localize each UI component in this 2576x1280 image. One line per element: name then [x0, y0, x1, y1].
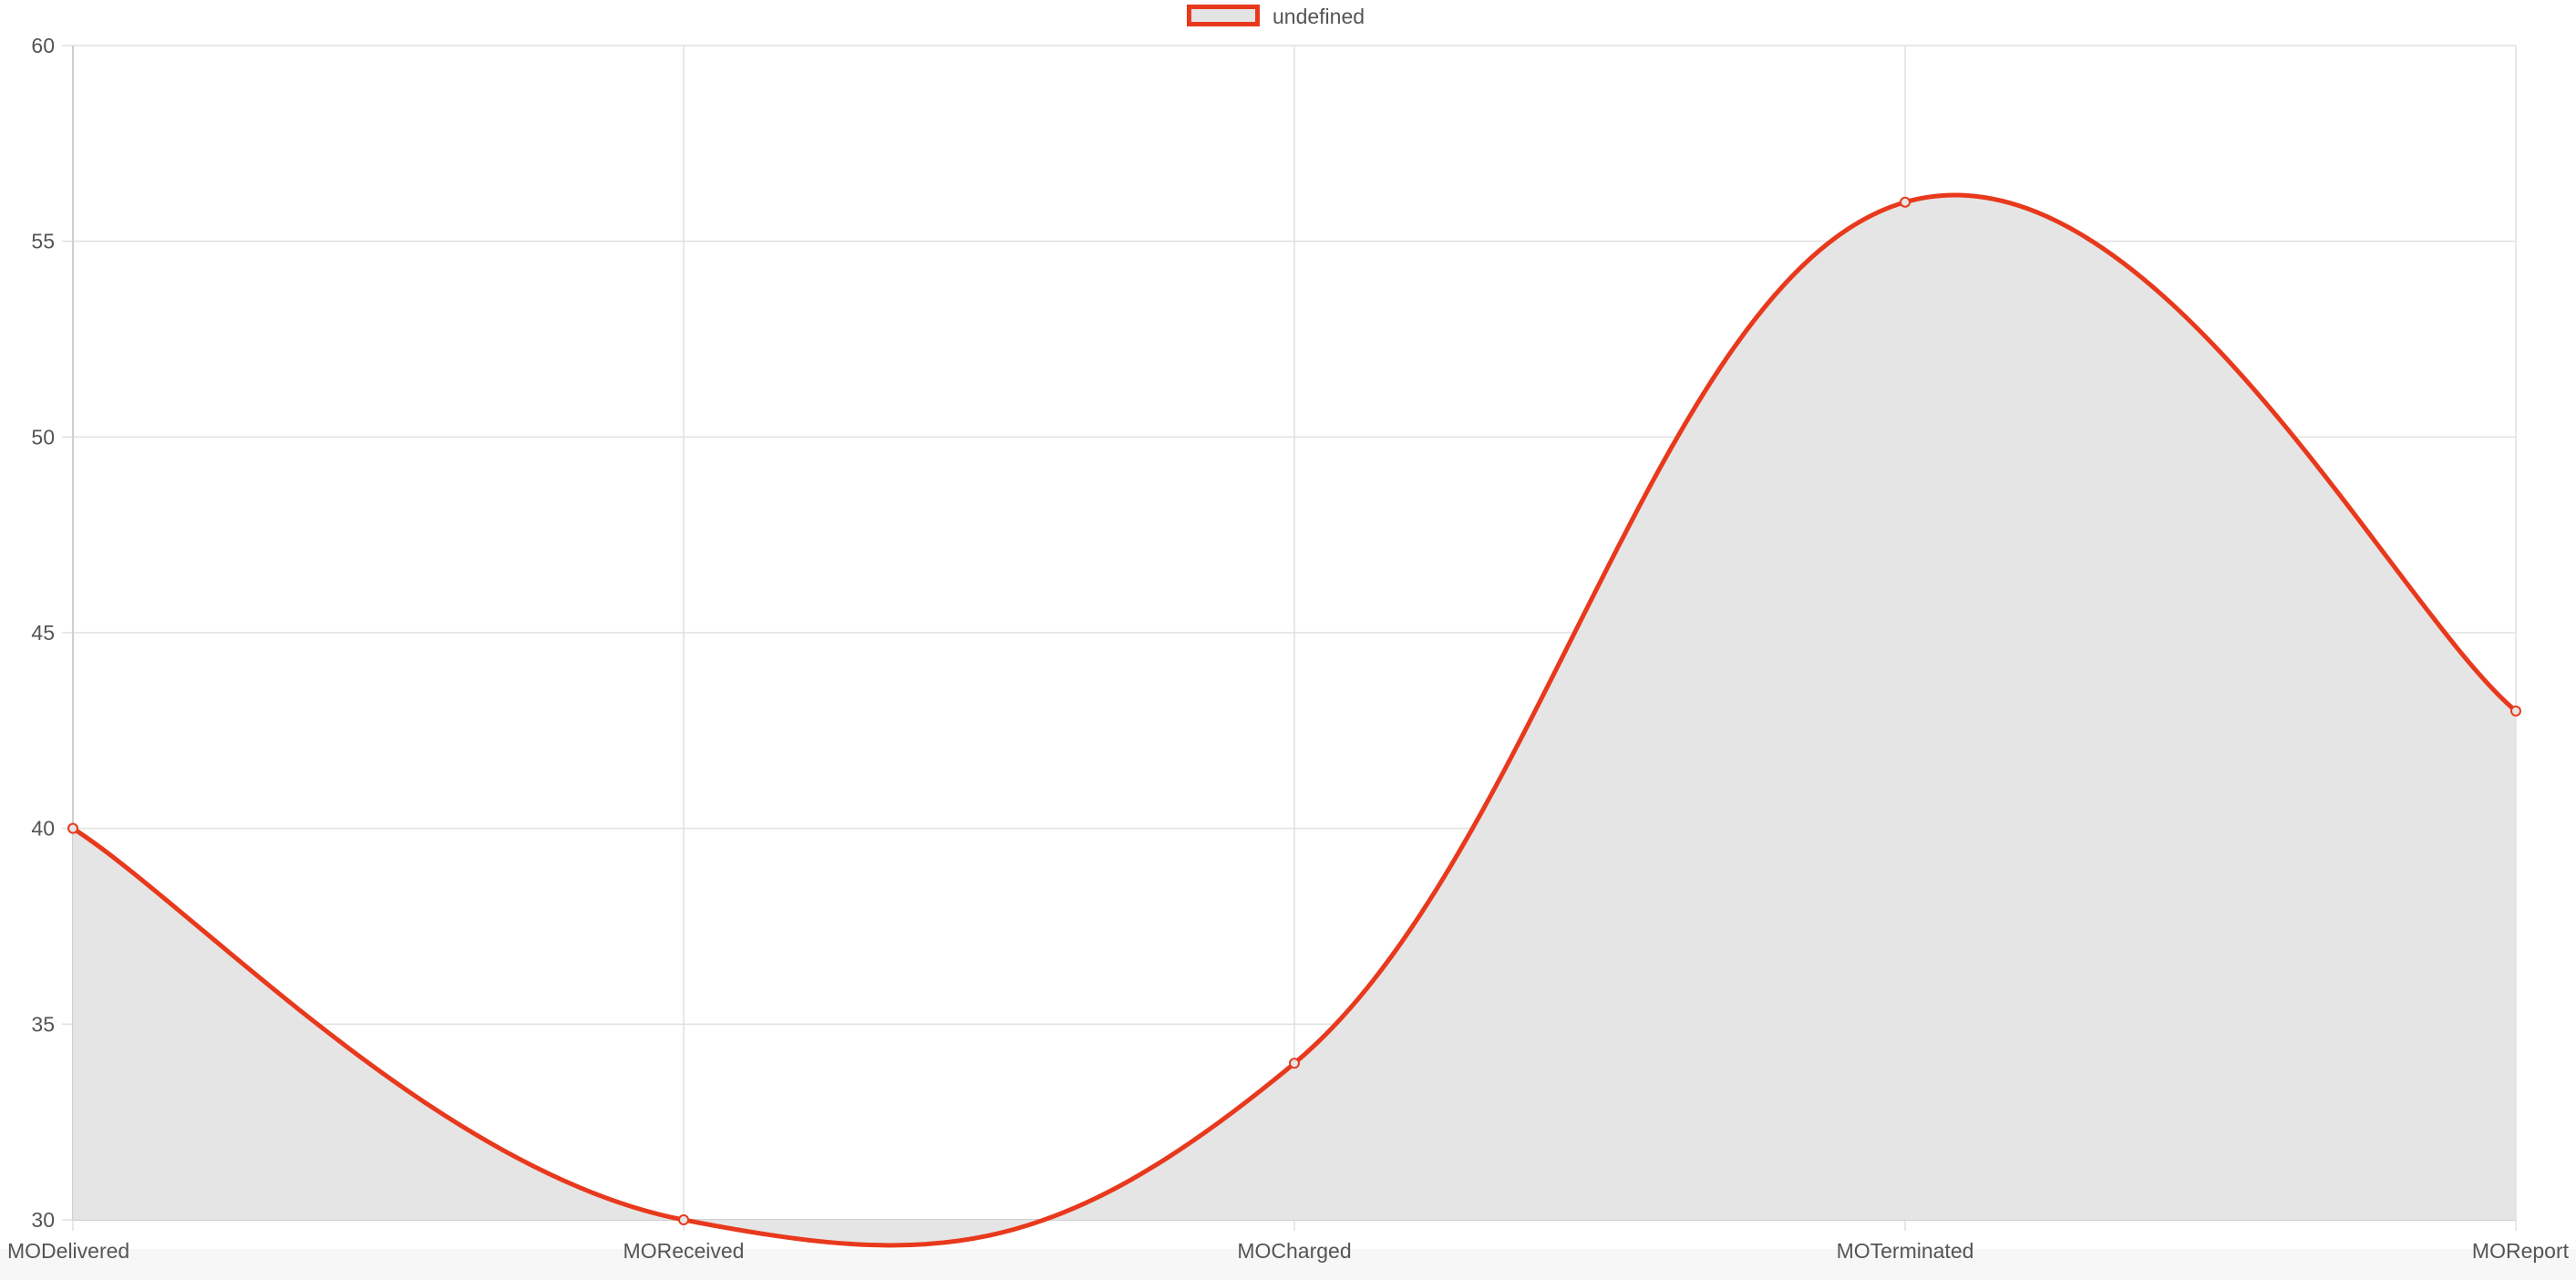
y-tick-label: 55 [31, 230, 55, 253]
y-tick-label: 45 [31, 621, 55, 645]
legend-label[interactable]: undefined [1273, 5, 1365, 28]
data-point [1900, 196, 1911, 208]
y-tick-label: 50 [31, 425, 55, 449]
bottom-band [0, 1249, 2576, 1280]
x-tick-label: MOTerminated [1837, 1239, 1974, 1263]
y-tick-label: 30 [31, 1208, 55, 1232]
x-axis: MODelivered MOReceived MOCharged MOTerminat… [7, 1239, 2570, 1263]
x-tick-label: MOReport [2472, 1239, 2570, 1263]
y-tick-label: 40 [31, 817, 55, 841]
y-tick-label: 60 [31, 34, 55, 57]
x-tick-label: MODelivered [7, 1239, 129, 1263]
legend-swatch[interactable] [1187, 5, 1260, 26]
x-tick-label: MOCharged [1237, 1239, 1351, 1263]
y-tick-label: 35 [31, 1012, 55, 1036]
point-layer [67, 196, 2521, 1225]
data-point [678, 1214, 689, 1225]
line-layer [70, 192, 2519, 1248]
x-tick-label: MOReceived [623, 1239, 745, 1263]
series-area [73, 194, 2516, 1246]
data-point [2510, 705, 2521, 717]
data-point [1289, 1058, 1300, 1069]
area-layer [73, 194, 2516, 1246]
series-line [70, 192, 2519, 1248]
data-point [67, 822, 78, 834]
y-axis: 30 35 40 45 50 55 60 [31, 34, 55, 1232]
